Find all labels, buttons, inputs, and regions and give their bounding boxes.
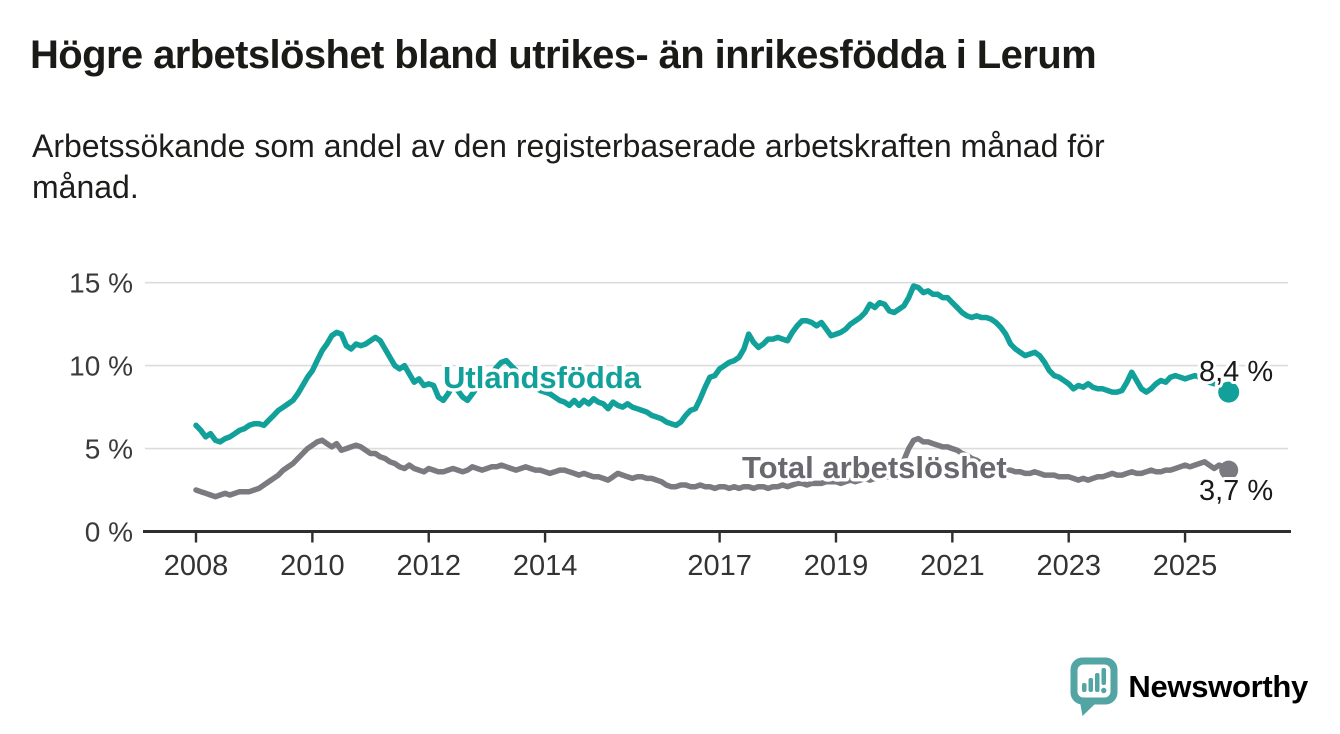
- logo-bar-2: [1088, 678, 1094, 692]
- y-axis-tick-label: 5 %: [85, 434, 133, 465]
- logo-exclamation-bar: [1101, 668, 1107, 685]
- x-axis-tick-label: 2014: [513, 550, 578, 582]
- x-axis-tick-label: 2017: [687, 550, 752, 582]
- line-chart: 0 %5 %10 %15 % 2008 2010 2012 2014 2017 2019 2…: [69, 268, 1291, 582]
- series-line-total-arbetsloshet: [193, 435, 1232, 500]
- y-axis-labels-group: 0 % 5 % 10 % 15 %: [69, 268, 133, 548]
- logo-bar-3: [1095, 673, 1100, 692]
- end-value-label-total: 3,7 %: [1199, 475, 1273, 507]
- series-line-utlandsfodda: [193, 283, 1232, 445]
- x-axis-tick-label: 2012: [396, 550, 461, 582]
- gridlines-group: [145, 281, 1288, 450]
- logo-exclamation-dot: [1101, 687, 1107, 694]
- x-axis-tick-label: 2023: [1036, 550, 1101, 582]
- end-value-label-utlandsfodda: 8,4 %: [1199, 356, 1273, 388]
- x-axis-tick-label: 2021: [920, 550, 985, 582]
- logo-bubble-tail: [1080, 702, 1098, 716]
- logo-bar-1: [1082, 683, 1087, 692]
- x-axis-tick-label: 2019: [804, 550, 869, 582]
- y-axis-tick-label: 0 %: [85, 517, 133, 548]
- series-group: [193, 283, 1240, 500]
- x-axis-labels-group: 2008 2010 2012 2014 2017 2019 2021 2023 2025: [164, 533, 1218, 582]
- chart-subtitle-line1: Arbetssökande som andel av den registerb…: [32, 128, 1105, 164]
- series-end-dot-total-arbetsloshet: [1219, 460, 1239, 480]
- y-axis-tick-label: 10 %: [69, 351, 133, 382]
- newsworthy-logo: Newsworthy: [1069, 656, 1308, 718]
- x-axis-tick-label: 2008: [164, 550, 229, 582]
- chart-subtitle-line2: månad.: [32, 169, 139, 205]
- newsworthy-logo-icon: [1070, 657, 1118, 716]
- x-axis-tick-label: 2010: [280, 550, 345, 582]
- newsworthy-logo-text: Newsworthy: [1128, 669, 1308, 704]
- series-label-total-arbetsloshet: Total arbetslöshet: [742, 450, 1007, 485]
- chart-title: Högre arbetslöshet bland utrikes- än inr…: [30, 33, 1097, 77]
- series-label-utlandsfodda: Utlandsfödda: [443, 360, 642, 395]
- y-axis-tick-label: 15 %: [69, 268, 133, 299]
- x-axis-tick-label: 2025: [1153, 550, 1218, 582]
- series-end-dot-utlandsfodda: [1218, 381, 1240, 403]
- chart-subtitle: Arbetssökande som andel av den registerb…: [32, 126, 1105, 208]
